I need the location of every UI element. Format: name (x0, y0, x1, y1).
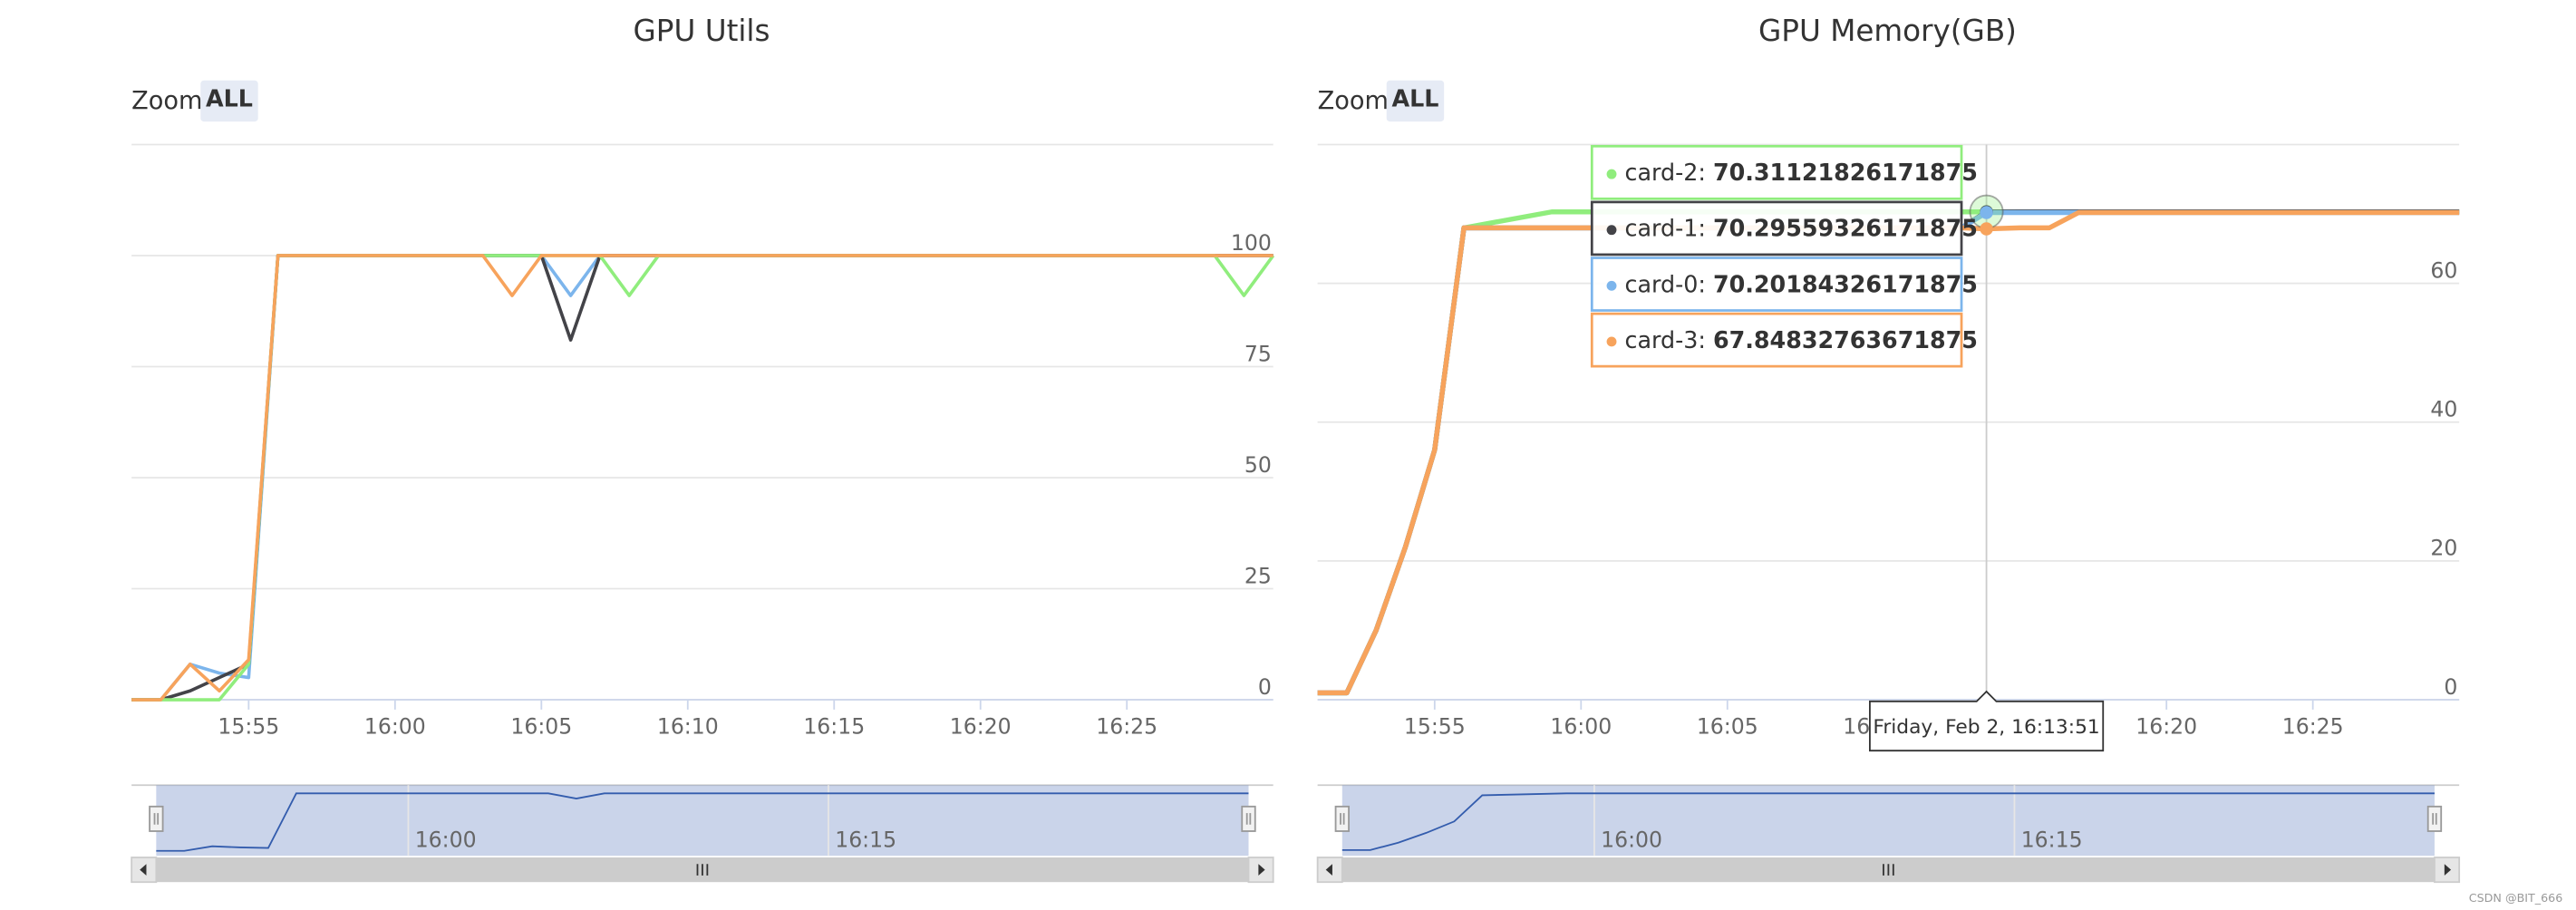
watermark: CSDN @BIT_666 (2469, 891, 2563, 905)
navigator-range[interactable] (1341, 785, 2435, 857)
chart-title: GPU Utils (634, 14, 770, 48)
scroll-button-left[interactable] (1316, 857, 1343, 884)
tooltip-text: card-1: 70.29559326171875 (1625, 215, 1978, 242)
tooltip-separator: : (1698, 159, 1713, 186)
tooltip-text: card-0: 70.20184326171875 (1625, 270, 1978, 297)
tooltip-text: card-3: 67.84832763671875 (1625, 326, 1978, 353)
x-tick-label: 16:25 (2282, 713, 2344, 739)
navigator-range[interactable] (156, 785, 1249, 857)
x-tick-label: 16:00 (364, 713, 426, 739)
y-tick-label: 40 (2430, 397, 2457, 422)
tooltip-dot (1606, 280, 1617, 291)
y-tick-label: 0 (1258, 674, 1272, 700)
zoom-button[interactable]: ALL (1391, 85, 1438, 112)
y-tick-label: 100 (1231, 230, 1272, 256)
x-tick-label: 16:15 (803, 713, 865, 739)
tooltip-separator: : (1698, 326, 1713, 353)
navigator-handle[interactable] (1334, 805, 1350, 832)
navigator-label: 16:00 (415, 827, 477, 852)
x-tick-label: 16:10 (657, 713, 719, 739)
tooltip-box (1590, 200, 1963, 257)
navigator-label: 16:15 (2021, 827, 2083, 852)
tooltip-dot (1606, 336, 1617, 347)
x-tick-label: 16:05 (1697, 713, 1758, 739)
x-tick-label: 15:55 (218, 713, 279, 739)
arrow-right (1258, 864, 1265, 876)
tooltip-box (1590, 144, 1963, 200)
zoom-button[interactable]: ALL (206, 85, 253, 112)
arrow-left (140, 864, 147, 876)
navigator-handle[interactable] (2426, 805, 2443, 832)
hover-point (1980, 206, 1993, 219)
tooltip-series-name: card-2 (1625, 159, 1699, 186)
tooltip-value: 70.31121826171875 (1713, 159, 1978, 186)
navigator-handle[interactable] (149, 805, 164, 832)
y-tick-label: 50 (1244, 452, 1272, 478)
zoom-button-bg[interactable] (200, 80, 258, 122)
y-tick-label: 0 (2444, 674, 2457, 700)
x-tick-label: 16:20 (2135, 713, 2197, 739)
y-tick-label: 75 (1244, 341, 1272, 366)
tooltip-dot (1606, 169, 1617, 179)
navigator-handle[interactable] (1241, 805, 1256, 832)
zoom-button-bg[interactable] (1386, 80, 1445, 122)
tooltip-series-name: card-3 (1625, 326, 1699, 353)
x-tick-label: 16:05 (510, 713, 572, 739)
navigator-label: 16:15 (835, 827, 896, 852)
x-tick-label: 15:55 (1404, 713, 1466, 739)
tooltip-text: card-2: 70.31121826171875 (1625, 159, 1978, 186)
arrow-left (1325, 864, 1332, 876)
tooltip-value: 70.29559326171875 (1713, 215, 1978, 242)
tooltip-header: Friday, Feb 2, 16:13:51 (1873, 716, 2099, 739)
navigator-label: 16:00 (1601, 827, 1662, 852)
x-tick-label: 16:25 (1096, 713, 1157, 739)
y-tick-label: 60 (2430, 257, 2457, 283)
tooltip-value: 67.84832763671875 (1713, 326, 1978, 353)
zoom-label: Zoom (1318, 87, 1389, 115)
series-line (131, 254, 1273, 702)
tooltip-header-box (1869, 690, 2105, 752)
navigator-series (1341, 792, 2435, 851)
series-line (1317, 209, 2460, 696)
y-tick-label: 20 (2430, 536, 2457, 561)
chart-title: GPU Memory(GB) (1758, 14, 2017, 48)
tooltip-box (1590, 312, 1963, 368)
tooltip-dot (1606, 225, 1617, 236)
tooltip-box (1590, 257, 1963, 312)
hover-point (1980, 222, 1993, 236)
x-tick-label: 16:00 (1550, 713, 1612, 739)
y-tick-label: 25 (1244, 563, 1272, 588)
tooltip-series-name: card-0 (1625, 270, 1699, 297)
tooltip-series-name: card-1 (1625, 215, 1699, 242)
navigator-series (156, 792, 1249, 852)
tooltip-value: 70.20184326171875 (1713, 270, 1978, 297)
tooltip-separator: : (1698, 270, 1713, 297)
tooltip-separator: : (1698, 215, 1713, 242)
zoom-label: Zoom (131, 87, 202, 115)
x-tick-label: 16:20 (950, 713, 1012, 739)
arrow-right (2444, 864, 2452, 876)
